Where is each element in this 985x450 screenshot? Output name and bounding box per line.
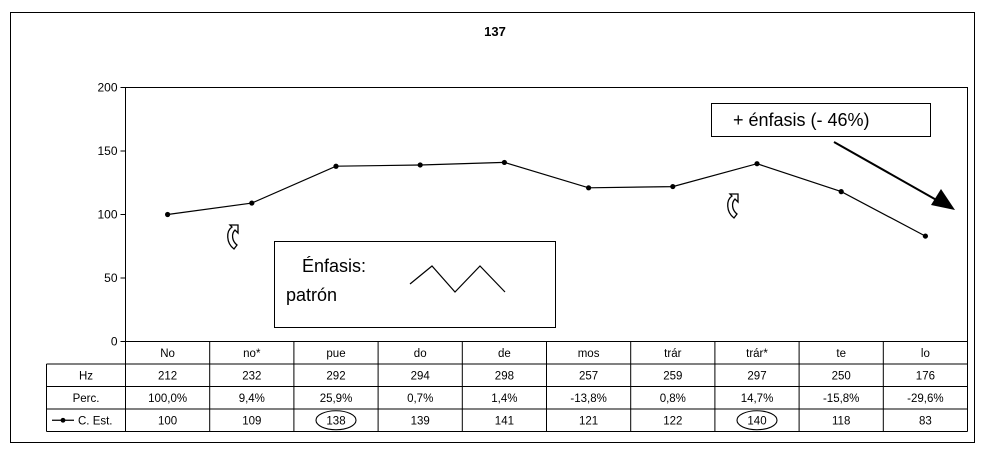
x-category-label: do <box>414 348 427 360</box>
chart-title: 137 <box>484 24 506 39</box>
y-tick-label: 200 <box>97 81 117 95</box>
table-cell: 109 <box>242 415 261 427</box>
table-cell: 141 <box>495 415 514 427</box>
emphasis-callout: + énfasis (- 46%) <box>711 103 955 210</box>
x-category-label: No <box>160 348 175 360</box>
y-tick-label: 50 <box>104 271 118 285</box>
legend-marker-icon <box>60 417 66 423</box>
table-cell: 140 <box>747 415 766 427</box>
table-row-label: C. Est. <box>78 415 113 427</box>
data-point <box>165 211 171 218</box>
series-c-est <box>165 159 929 239</box>
y-tick-label: 150 <box>97 144 117 158</box>
table-cell: 294 <box>411 370 431 382</box>
y-axis: 0 50 100 150 200 <box>97 81 126 349</box>
data-point <box>754 161 760 167</box>
callout-box-frame <box>711 103 931 137</box>
highlight-ellipse <box>736 410 778 431</box>
x-category-label: de <box>498 348 511 360</box>
data-point <box>417 162 423 168</box>
table-cell: 25,9% <box>320 393 353 405</box>
table-cell: 100,0% <box>148 393 187 405</box>
highlight-ellipse <box>315 410 357 431</box>
y-tick-label: 0 <box>111 335 118 349</box>
data-point <box>670 183 676 190</box>
table-cell: 9,4% <box>239 393 265 405</box>
table-cell: 232 <box>242 370 261 382</box>
table-cell: 83 <box>919 415 932 427</box>
data-point <box>333 163 339 169</box>
table-cell: 100 <box>158 415 177 427</box>
table-cell: 14,7% <box>741 393 774 405</box>
table-cell: 259 <box>663 370 682 382</box>
chart-frame <box>10 12 975 443</box>
emphasis-box-frame <box>274 241 556 328</box>
data-point <box>249 200 255 206</box>
x-category-label: te <box>836 348 846 360</box>
table-row-label: Perc. <box>73 393 100 405</box>
table-cell: 292 <box>326 370 345 382</box>
y-tick-label: 100 <box>97 208 117 222</box>
data-point <box>586 185 592 191</box>
table-cell: 1,4% <box>491 393 517 405</box>
emphasis-box-line1: Énfasis: <box>302 256 366 276</box>
x-category-label: trár* <box>746 348 768 360</box>
table-row-label: Hz <box>79 370 93 382</box>
x-category-label: trár <box>664 348 681 360</box>
callout-arrow-shaft <box>833 141 941 203</box>
x-category-label: pue <box>326 348 345 360</box>
table-cell: -29,6% <box>907 393 943 405</box>
table-cell: 122 <box>663 415 682 427</box>
series-line <box>167 161 926 237</box>
table-cell: 298 <box>495 370 514 382</box>
x-category-label: lo <box>921 348 930 360</box>
zigzag-pattern-icon <box>409 265 506 293</box>
data-point <box>922 233 929 239</box>
emphasis-box-line2: patrón <box>286 285 337 305</box>
callout-text: + énfasis (- 46%) <box>733 110 870 130</box>
x-category-label: no* <box>243 348 261 360</box>
table-cell: 0,7% <box>407 393 433 405</box>
callout-arrow-head-icon <box>931 189 955 210</box>
data-point <box>501 159 507 166</box>
table-cell: -13,8% <box>570 393 606 405</box>
table-cell: 139 <box>411 415 430 427</box>
table-cell: 297 <box>747 370 766 382</box>
table-cell: 121 <box>579 415 598 427</box>
table-cell: 257 <box>579 370 598 382</box>
data-table: No no* pue do de mos trár trár* te lo Hz 212 232 292 2… <box>46 341 968 432</box>
emphasis-pattern-box: Énfasis: patrón <box>274 241 556 328</box>
table-cell: 176 <box>916 370 935 382</box>
curved-up-arrow-icon <box>727 193 739 219</box>
table-cell: 138 <box>326 415 345 427</box>
table-cell: 212 <box>158 370 177 382</box>
x-category-label: mos <box>578 348 600 360</box>
data-point <box>838 189 844 195</box>
table-cell: 0,8% <box>660 393 686 405</box>
curved-up-arrow-icon <box>227 224 239 250</box>
table-cell: -15,8% <box>823 393 859 405</box>
table-cell: 118 <box>832 415 850 427</box>
table-cell: 250 <box>832 370 851 382</box>
